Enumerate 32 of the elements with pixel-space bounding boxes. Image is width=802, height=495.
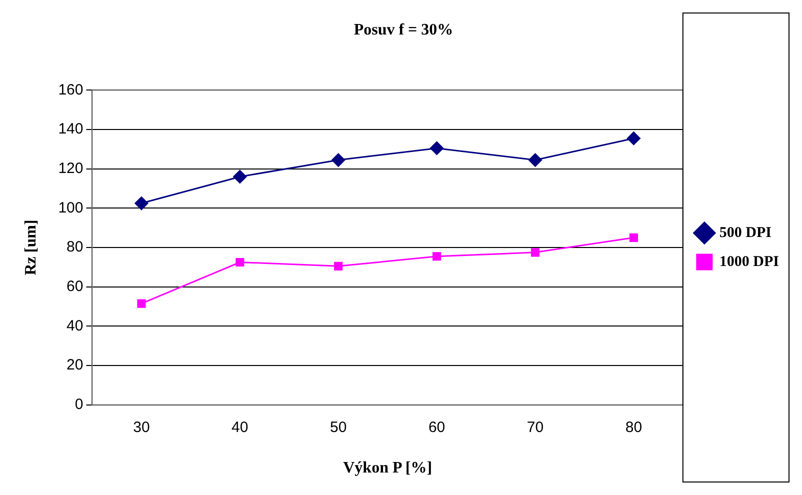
point [629, 233, 638, 242]
y-tick-label: 60 [66, 278, 84, 295]
point [528, 153, 542, 167]
point [432, 252, 442, 261]
point [233, 170, 247, 184]
point [134, 196, 148, 210]
y-tick-label: 100 [58, 199, 84, 216]
x-tick-label: 40 [232, 418, 248, 436]
x-tick-label: 30 [133, 418, 150, 436]
legend-label: 500 DPI [719, 224, 772, 241]
y-tick-label: 20 [66, 356, 84, 374]
y-axis-title: Rz [um] [22, 220, 40, 276]
point [626, 132, 640, 146]
point [334, 262, 343, 270]
x-axis-title: Výkon P [%] [343, 460, 432, 477]
point [530, 248, 540, 257]
x-tick-label: 70 [526, 418, 544, 436]
point [236, 258, 244, 267]
y-tick-label: 120 [58, 160, 84, 177]
y-tick-label: 140 [58, 120, 84, 138]
x-tick-label: 80 [625, 418, 642, 436]
point [430, 141, 444, 155]
legend-label: 1000 DPI [719, 254, 780, 270]
y-tick-label: 40 [66, 317, 84, 334]
y-tick-label: 80 [66, 238, 84, 256]
point [332, 153, 346, 167]
y-tick-label: 0 [74, 396, 84, 413]
chart-title: Posuv f = 30% [354, 22, 454, 39]
x-tick-label: 50 [330, 418, 347, 436]
x-tick-label: 60 [428, 418, 446, 436]
point [137, 299, 146, 308]
y-tick-label: 160 [58, 81, 84, 98]
